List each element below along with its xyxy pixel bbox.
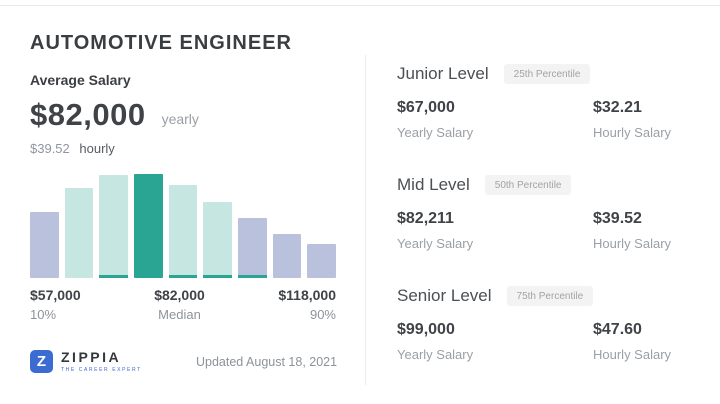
hourly-salary-row: $39.52 hourly bbox=[30, 141, 340, 156]
senior-level-name: Senior Level bbox=[397, 286, 492, 305]
senior-level-values: $99,000 Yearly Salary $47.60 Hourly Sala… bbox=[397, 321, 690, 362]
hourly-salary-value: $39.52 bbox=[30, 141, 70, 156]
chart-bar-4 bbox=[134, 174, 163, 278]
zippia-logo-icon: Z bbox=[30, 349, 53, 373]
mid-hourly-value: $39.52 bbox=[593, 210, 642, 227]
mid-hourly-col: $39.52 Hourly Salary bbox=[593, 210, 690, 251]
chart-bar-2 bbox=[64, 188, 94, 278]
level-block-mid: Mid Level 50th Percentile $82,211 Yearly… bbox=[397, 173, 690, 251]
mid-level-values: $82,211 Yearly Salary $39.52 Hourly Sala… bbox=[397, 210, 690, 251]
chart-bar-base-strip bbox=[99, 275, 129, 278]
mid-level-header: Mid Level 50th Percentile bbox=[397, 173, 690, 197]
chart-axis-labels: $57,000 10% $82,000 Median $118,000 90% bbox=[30, 287, 336, 322]
mid-hourly-label: Hourly Salary bbox=[593, 236, 672, 251]
junior-percentile-badge: 25th Percentile bbox=[503, 64, 591, 84]
chart-bar-7 bbox=[238, 218, 267, 278]
junior-hourly-value: $32.21 bbox=[593, 99, 642, 116]
axis-p10-label: 10% bbox=[30, 307, 57, 322]
level-block-junior: Junior Level 25th Percentile $67,000 Yea… bbox=[397, 62, 690, 140]
senior-percentile-badge: 75th Percentile bbox=[506, 286, 594, 306]
axis-median-label: Median bbox=[158, 307, 201, 322]
mid-yearly-value: $82,211 bbox=[397, 210, 454, 227]
senior-yearly-col: $99,000 Yearly Salary bbox=[397, 321, 593, 362]
chart-bar-base-strip bbox=[203, 275, 233, 278]
axis-marker-median: $82,000 Median bbox=[154, 287, 205, 322]
top-divider bbox=[0, 5, 720, 6]
senior-yearly-value: $99,000 bbox=[397, 321, 455, 338]
mid-yearly-col: $82,211 Yearly Salary bbox=[397, 210, 593, 251]
senior-level-header: Senior Level 75th Percentile bbox=[397, 284, 690, 308]
senior-hourly-col: $47.60 Hourly Salary bbox=[593, 321, 690, 362]
zippia-logo-text-wrap: ZIPPIA THE CAREER EXPERT bbox=[61, 349, 142, 373]
junior-level-name: Junior Level bbox=[397, 64, 489, 83]
axis-marker-p90: $118,000 90% bbox=[278, 287, 336, 322]
axis-marker-p10: $57,000 10% bbox=[30, 287, 81, 322]
senior-yearly-label: Yearly Salary bbox=[397, 347, 474, 362]
page-title: AUTOMOTIVE ENGINEER bbox=[30, 32, 292, 54]
mid-yearly-label: Yearly Salary bbox=[397, 236, 474, 251]
mid-percentile-badge: 50th Percentile bbox=[484, 175, 572, 195]
salary-distribution-chart bbox=[30, 174, 337, 278]
axis-p90-label: 90% bbox=[309, 307, 336, 322]
average-salary-label: Average Salary bbox=[30, 72, 131, 88]
hourly-salary-unit: hourly bbox=[79, 141, 115, 156]
chart-bar-base-strip bbox=[168, 275, 198, 278]
junior-level-header: Junior Level 25th Percentile bbox=[397, 62, 690, 86]
junior-yearly-col: $67,000 Yearly Salary bbox=[397, 99, 593, 140]
chart-bar-3 bbox=[99, 175, 129, 278]
axis-p90-value: $118,000 bbox=[278, 287, 336, 303]
zippia-logo-tagline: THE CAREER EXPERT bbox=[61, 367, 142, 373]
chart-bar-base-strip bbox=[238, 275, 267, 278]
axis-median-value: $82,000 bbox=[154, 287, 205, 303]
zippia-logo[interactable]: Z ZIPPIA THE CAREER EXPERT bbox=[30, 349, 142, 373]
chart-bar-6 bbox=[203, 202, 233, 278]
junior-hourly-label: Hourly Salary bbox=[593, 125, 672, 140]
junior-yearly-value: $67,000 bbox=[397, 99, 455, 116]
chart-bar-5 bbox=[168, 185, 198, 278]
yearly-salary-row: $82,000 yearly bbox=[30, 97, 340, 133]
updated-date: Updated August 18, 2021 bbox=[196, 355, 338, 369]
junior-yearly-label: Yearly Salary bbox=[397, 125, 474, 140]
right-panel: Junior Level 25th Percentile $67,000 Yea… bbox=[397, 62, 690, 395]
yearly-salary-value: $82,000 bbox=[30, 97, 146, 132]
chart-bar-1 bbox=[30, 212, 59, 278]
chart-bar-9 bbox=[307, 244, 337, 278]
junior-hourly-col: $32.21 Hourly Salary bbox=[593, 99, 690, 140]
level-block-senior: Senior Level 75th Percentile $99,000 Yea… bbox=[397, 284, 690, 362]
senior-hourly-label: Hourly Salary bbox=[593, 347, 672, 362]
chart-bar-8 bbox=[272, 234, 302, 278]
mid-level-name: Mid Level bbox=[397, 175, 470, 194]
axis-p10-value: $57,000 bbox=[30, 287, 81, 303]
junior-level-values: $67,000 Yearly Salary $32.21 Hourly Sala… bbox=[397, 99, 690, 140]
zippia-logo-wordmark: ZIPPIA bbox=[61, 349, 122, 365]
yearly-salary-unit: yearly bbox=[161, 111, 199, 127]
senior-hourly-value: $47.60 bbox=[593, 321, 642, 338]
vertical-divider bbox=[365, 55, 366, 385]
left-panel: AUTOMOTIVE ENGINEER Average Salary $82,0… bbox=[30, 30, 340, 322]
